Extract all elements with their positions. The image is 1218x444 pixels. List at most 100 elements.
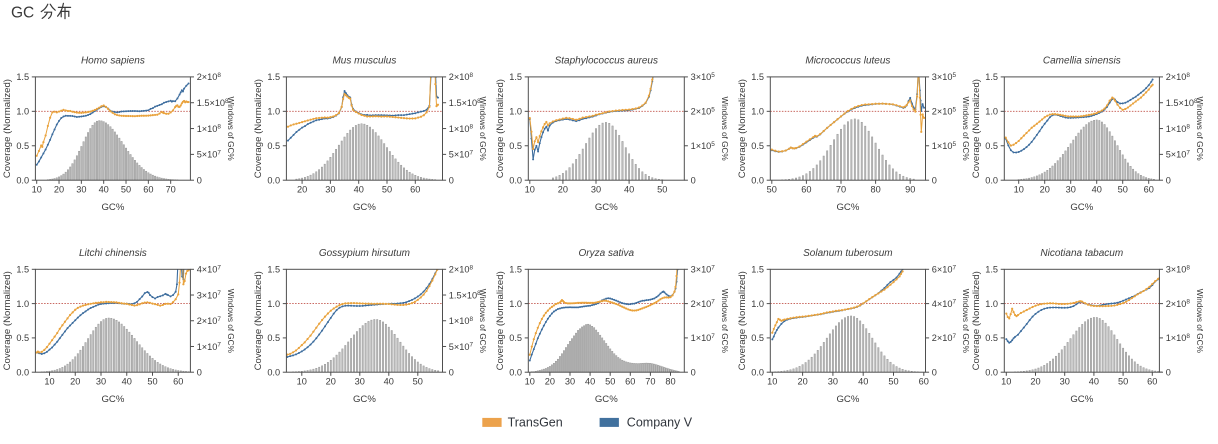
svg-text:0.5: 0.5	[16, 333, 29, 343]
svg-text:1.0: 1.0	[751, 107, 764, 117]
svg-text:GC%: GC%	[836, 394, 859, 405]
svg-text:0.5: 0.5	[267, 333, 280, 343]
svg-text:TransGen: TransGen	[508, 415, 563, 429]
svg-text:10: 10	[1001, 377, 1011, 387]
svg-text:0: 0	[932, 176, 937, 186]
svg-text:Windows of GC%: Windows of GC%	[226, 289, 235, 353]
svg-text:Windows of GC%: Windows of GC%	[720, 289, 729, 353]
svg-text:0.0: 0.0	[16, 176, 29, 186]
svg-text:0.0: 0.0	[16, 368, 29, 378]
svg-text:10: 10	[297, 377, 307, 387]
svg-text:1.5: 1.5	[16, 72, 29, 82]
svg-text:1.5: 1.5	[267, 72, 280, 82]
svg-text:20: 20	[326, 377, 336, 387]
svg-text:GC%: GC%	[1070, 394, 1093, 405]
svg-text:50: 50	[382, 185, 392, 195]
svg-text:Coverage (Normalized): Coverage (Normalized)	[495, 271, 506, 370]
svg-text:1.0: 1.0	[509, 299, 522, 309]
svg-text:Camellia sinensis: Camellia sinensis	[1043, 55, 1121, 66]
svg-text:0: 0	[449, 176, 454, 186]
svg-text:Windows of GC%: Windows of GC%	[1195, 289, 1204, 353]
svg-text:60: 60	[1144, 185, 1154, 195]
svg-text:40: 40	[858, 377, 868, 387]
svg-text:Micrococcus luteus: Micrococcus luteus	[805, 55, 890, 66]
svg-text:60: 60	[625, 377, 635, 387]
svg-text:Homo sapiens: Homo sapiens	[81, 55, 145, 66]
svg-text:GC%: GC%	[595, 394, 618, 405]
svg-text:0.0: 0.0	[267, 368, 280, 378]
svg-text:1.0: 1.0	[985, 107, 998, 117]
svg-text:60: 60	[410, 185, 420, 195]
svg-text:0.0: 0.0	[509, 176, 522, 186]
svg-text:40: 40	[585, 377, 595, 387]
svg-text:50: 50	[1118, 377, 1128, 387]
svg-text:Windows of GC%: Windows of GC%	[226, 97, 235, 161]
svg-text:0: 0	[197, 176, 202, 186]
svg-text:Coverage (Normalized): Coverage (Normalized)	[971, 271, 982, 370]
svg-text:1.0: 1.0	[16, 107, 29, 117]
svg-text:Company V: Company V	[627, 415, 693, 429]
svg-text:Gossypium hirsutum: Gossypium hirsutum	[319, 248, 410, 259]
svg-text:Windows of GC%: Windows of GC%	[1195, 97, 1204, 161]
svg-text:0.0: 0.0	[751, 368, 764, 378]
svg-text:70: 70	[836, 185, 846, 195]
svg-text:20: 20	[54, 185, 64, 195]
svg-text:0: 0	[691, 368, 696, 378]
svg-text:30: 30	[565, 377, 575, 387]
svg-text:90: 90	[905, 185, 915, 195]
svg-text:1.5: 1.5	[16, 265, 29, 275]
svg-text:60: 60	[173, 377, 183, 387]
svg-text:1.5×108: 1.5×108	[197, 98, 229, 108]
svg-text:30: 30	[591, 185, 601, 195]
svg-text:1.5×108: 1.5×108	[1166, 98, 1198, 108]
svg-text:0: 0	[197, 368, 202, 378]
svg-text:10: 10	[525, 185, 535, 195]
svg-text:40: 40	[122, 377, 132, 387]
svg-text:1.5: 1.5	[751, 72, 764, 82]
svg-text:1.0: 1.0	[751, 299, 764, 309]
svg-text:10: 10	[32, 185, 42, 195]
svg-text:30: 30	[1066, 185, 1076, 195]
svg-text:GC%: GC%	[353, 202, 376, 213]
svg-text:1.0: 1.0	[985, 299, 998, 309]
svg-text:50: 50	[767, 185, 777, 195]
svg-text:1.5: 1.5	[509, 265, 522, 275]
svg-text:10: 10	[44, 377, 54, 387]
svg-text:0.0: 0.0	[509, 368, 522, 378]
svg-text:Litchi chinensis: Litchi chinensis	[79, 248, 147, 259]
svg-text:GC%: GC%	[101, 394, 124, 405]
svg-text:40: 40	[99, 185, 109, 195]
svg-text:1.5: 1.5	[267, 265, 280, 275]
svg-text:50: 50	[121, 185, 131, 195]
svg-text:Coverage (Normalized): Coverage (Normalized)	[253, 79, 264, 178]
svg-text:0.5: 0.5	[509, 141, 522, 151]
svg-text:1.5: 1.5	[985, 265, 998, 275]
svg-text:GC%: GC%	[353, 394, 376, 405]
svg-text:Mus musculus: Mus musculus	[332, 55, 396, 66]
svg-text:50: 50	[1118, 185, 1128, 195]
svg-text:60: 60	[143, 185, 153, 195]
svg-text:60: 60	[919, 377, 929, 387]
svg-text:0.5: 0.5	[267, 141, 280, 151]
svg-text:30: 30	[1060, 377, 1070, 387]
svg-text:0.0: 0.0	[985, 368, 998, 378]
svg-text:50: 50	[413, 377, 423, 387]
svg-text:30: 30	[96, 377, 106, 387]
svg-text:30: 30	[76, 185, 86, 195]
svg-text:50: 50	[605, 377, 615, 387]
svg-text:Coverage (Normalized): Coverage (Normalized)	[495, 79, 506, 178]
svg-text:1.5×108: 1.5×108	[449, 290, 481, 300]
svg-text:Windows of GC%: Windows of GC%	[720, 97, 729, 161]
svg-text:50: 50	[657, 185, 667, 195]
svg-text:0: 0	[1166, 176, 1171, 186]
svg-text:20: 20	[558, 185, 568, 195]
svg-text:0.0: 0.0	[267, 176, 280, 186]
svg-text:40: 40	[624, 185, 634, 195]
svg-text:30: 30	[325, 185, 335, 195]
svg-text:1.5: 1.5	[751, 265, 764, 275]
svg-text:30: 30	[355, 377, 365, 387]
svg-text:1.0: 1.0	[267, 107, 280, 117]
svg-text:Oryza sativa: Oryza sativa	[579, 248, 635, 259]
svg-text:1.0: 1.0	[16, 299, 29, 309]
svg-text:0.5: 0.5	[985, 141, 998, 151]
